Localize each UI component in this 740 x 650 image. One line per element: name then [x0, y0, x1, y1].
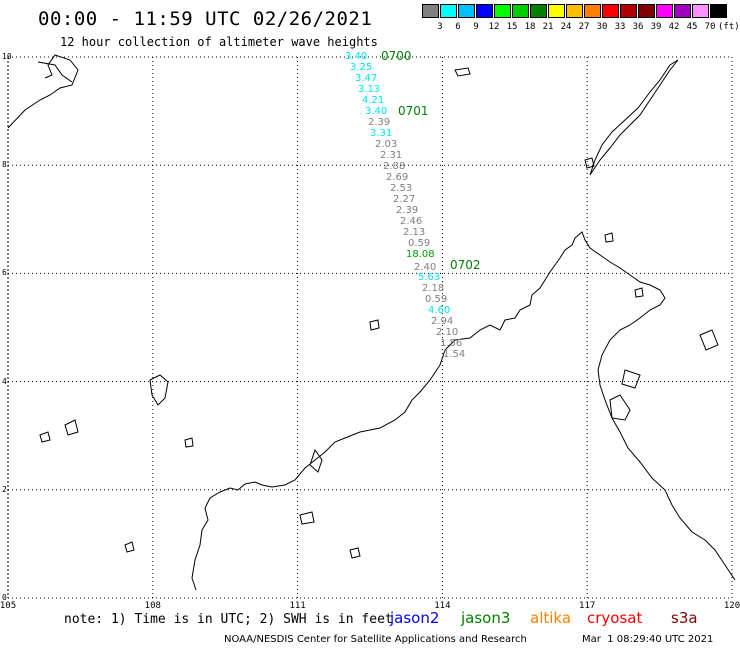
satellite-cryosat: cryosat — [587, 609, 643, 627]
wave-height-value: 4.60 — [428, 305, 451, 316]
wave-height-value: 2.46 — [400, 216, 423, 227]
legend-label: 9 — [473, 22, 479, 32]
legend-swatch — [638, 4, 655, 18]
wave-height-value: 2.69 — [386, 172, 409, 183]
latitude-label: 6 — [2, 268, 7, 278]
legend-label: 27 — [578, 22, 590, 32]
satellite-jason2: jason2 — [390, 609, 440, 627]
credit-text: NOAA/NESDIS Center for Satellite Applica… — [224, 634, 527, 645]
satellite-s3a: s3a — [671, 609, 698, 627]
longitude-label: 117 — [579, 601, 596, 611]
legend-label: 33 — [614, 22, 626, 32]
wave-height-value: 2.40 — [414, 262, 437, 273]
legend-swatch — [620, 4, 637, 18]
latitude-label: 8 — [2, 160, 7, 170]
legend-label: 39 — [650, 22, 662, 32]
legend-label: 45 — [686, 22, 698, 32]
wave-height-value: 2.53 — [390, 183, 413, 194]
note-text: note: 1) Time is in UTC; 2) SWH is in fe… — [64, 612, 393, 627]
legend-swatch — [584, 4, 601, 18]
wave-height-value: 1.56 — [440, 338, 463, 349]
legend-swatch — [548, 4, 565, 18]
legend-label: 18 — [524, 22, 536, 32]
wave-height-value: 1.54 — [443, 349, 466, 360]
wave-height-value: 2.88 — [383, 161, 406, 172]
latitude-label: 2 — [2, 484, 7, 494]
legend-swatch — [710, 4, 727, 18]
wave-height-value: 5.63 — [418, 272, 441, 283]
legend-swatch — [422, 4, 439, 18]
wave-height-value: 2.27 — [393, 194, 416, 205]
legend-label: 15 — [506, 22, 518, 32]
legend-label: 70 — [704, 22, 716, 32]
pass-time-label: 0700 — [381, 49, 412, 63]
wave-height-value: 2.10 — [436, 327, 459, 338]
pass-time-label: 0701 — [398, 104, 429, 118]
longitude-label: 120 — [723, 601, 740, 611]
latitude-label: 10 — [2, 52, 12, 61]
legend-swatch — [512, 4, 529, 18]
legend-swatch — [476, 4, 493, 18]
page-title: 00:00 - 11:59 UTC 02/26/2021 — [38, 8, 373, 30]
wave-height-value: 0.59 — [408, 238, 431, 249]
wave-height-value: 2.18 — [422, 283, 445, 294]
map-grid — [7, 56, 733, 599]
legend-label: 3 — [437, 22, 443, 32]
wave-height-value: 3.31 — [370, 128, 393, 139]
satellite-altika: altika — [530, 609, 572, 627]
legend-label: 12 — [488, 22, 500, 32]
legend-swatch — [458, 4, 475, 18]
wave-height-value: 3.40 — [345, 51, 368, 62]
wave-height-value: 2.31 — [380, 150, 403, 161]
longitude-label: 108 — [144, 601, 161, 611]
longitude-label: 111 — [289, 601, 306, 611]
latitude-label: 4 — [2, 376, 7, 386]
legend-swatch — [692, 4, 709, 18]
legend-swatch — [440, 4, 457, 18]
legend-label: 36 — [632, 22, 644, 32]
legend-label: 6 — [455, 22, 461, 32]
legend-label: (ft) — [718, 22, 740, 32]
wave-height-value: 3.40 — [365, 106, 388, 117]
legend-swatch — [602, 4, 619, 18]
legend-label: 42 — [668, 22, 680, 32]
wave-height-value: 3.25 — [350, 62, 373, 73]
latitude-label: 0 — [2, 593, 7, 602]
legend-swatch — [494, 4, 511, 18]
legend-swatch — [566, 4, 583, 18]
timestamp-text: Mar 1 08:29:40 UTC 2021 — [582, 634, 714, 645]
legend-swatch — [530, 4, 547, 18]
wave-height-value: 2.39 — [396, 205, 419, 216]
legend-label: 21 — [542, 22, 554, 32]
wave-height-value: 2.94 — [431, 316, 454, 327]
wave-height-value: 2.13 — [403, 227, 426, 238]
wave-height-value: 4.21 — [362, 95, 385, 106]
wave-height-value: 3.13 — [358, 84, 381, 95]
wave-height-value: 3.47 — [355, 73, 378, 84]
satellite-jason3: jason3 — [461, 609, 511, 627]
wave-height-value: 2.39 — [368, 117, 391, 128]
longitude-label: 105 — [0, 601, 17, 611]
wave-height-value: 2.03 — [375, 139, 398, 150]
page-subtitle: 12 hour collection of altimeter wave hei… — [60, 35, 378, 49]
longitude-label: 114 — [434, 601, 451, 611]
coastline — [7, 54, 736, 591]
legend-label: 24 — [560, 22, 572, 32]
legend-label: 30 — [596, 22, 608, 32]
wave-height-value: 18.08 — [406, 249, 435, 260]
wave-height-value: 0.59 — [425, 294, 448, 305]
pass-time-label: 0702 — [450, 258, 481, 272]
legend-swatch — [674, 4, 691, 18]
legend-swatch — [656, 4, 673, 18]
